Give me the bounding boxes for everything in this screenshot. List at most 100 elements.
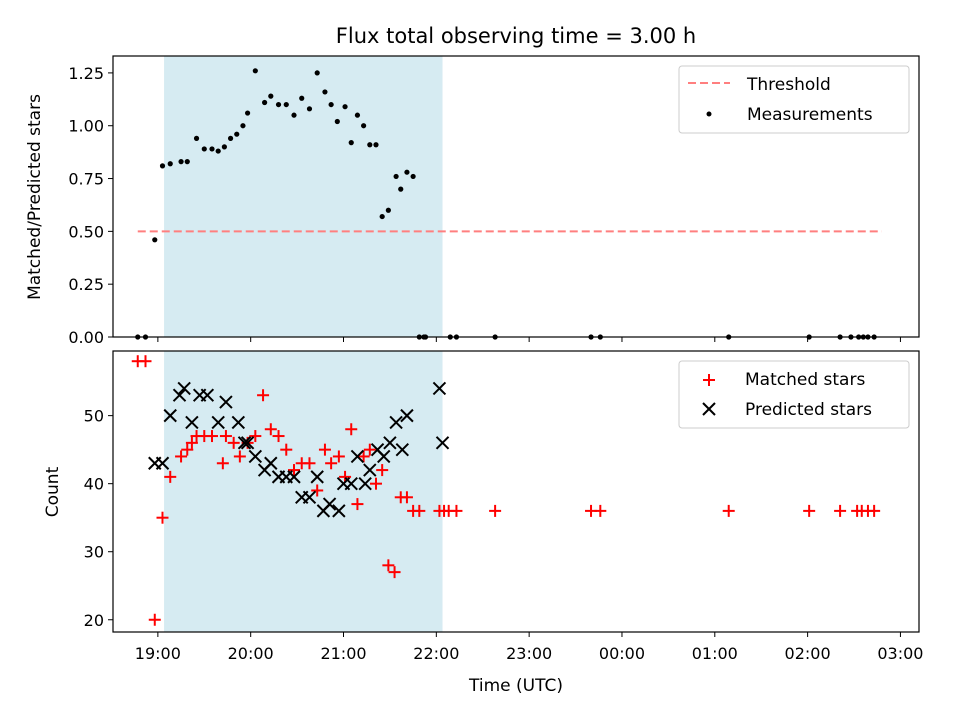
measurement-point <box>404 169 410 175</box>
matched-star-point <box>148 613 161 626</box>
predicted-star-point <box>211 415 225 430</box>
predicted-star-point <box>264 456 278 470</box>
predicted-star-point <box>237 436 252 450</box>
matched-star-point <box>185 436 198 449</box>
ratio-plot-frame <box>112 55 920 338</box>
measurement-point <box>354 112 361 118</box>
measurement-point <box>322 89 328 95</box>
ratio-legend: Threshold Measurements <box>678 65 910 134</box>
matched-star-point <box>722 504 735 517</box>
x-tick-label: 19:00 <box>135 644 181 663</box>
matched-star-point <box>264 423 277 436</box>
count-legend: Matched stars Predicted stars <box>678 360 910 429</box>
matched-star-point <box>363 443 376 456</box>
measurement-point <box>244 110 251 116</box>
measurement-point <box>283 101 289 108</box>
x-tick-label: 02:00 <box>785 644 831 663</box>
matched-star-point <box>233 450 246 463</box>
matched-star-point <box>345 423 358 436</box>
measurement-point <box>234 131 240 137</box>
count-marks <box>131 355 881 626</box>
predicted-star-point <box>400 408 414 423</box>
predicted-star-point <box>332 504 346 518</box>
matched-star-point <box>164 470 177 483</box>
measurements-legend-swatch <box>706 111 712 117</box>
matched-star-point <box>318 443 331 456</box>
matched-star-point <box>206 430 219 443</box>
ratio-y-axis-label: Matched/Predicted stars <box>25 94 45 300</box>
matched-star-point <box>249 430 262 443</box>
predicted-star-point <box>200 388 215 402</box>
measurement-point <box>262 99 268 106</box>
matched-star-point <box>216 457 229 470</box>
matched-star-point <box>357 450 370 463</box>
measurement-point <box>240 123 246 129</box>
y-tick-label: 20 <box>84 611 104 630</box>
matched-star-point <box>594 504 607 517</box>
matched-star-point <box>311 484 324 497</box>
matched-star-point <box>139 355 152 368</box>
count-x-axis: 19:00 20:00 21:00 22:00 23:00 00:00 01:00 02:00… <box>135 632 923 663</box>
ratio-x-axis <box>157 337 901 342</box>
predicted-star-point <box>177 381 191 396</box>
matched-star-point <box>272 430 285 443</box>
predicted-legend-label: Predicted stars <box>745 400 872 420</box>
y-tick-label: 0.50 <box>68 222 104 241</box>
measurement-point <box>252 68 258 74</box>
matched-star-point <box>388 566 401 579</box>
predicted-star-point <box>322 497 337 511</box>
x-tick-label: 00:00 <box>599 644 645 663</box>
measurement-point <box>159 163 166 169</box>
x-tick-label: 03:00 <box>877 644 923 663</box>
measurement-point <box>275 101 282 108</box>
measurement-point <box>314 70 320 76</box>
measurement-point <box>385 207 391 213</box>
x-tick-label: 22:00 <box>413 644 459 663</box>
y-tick-label: 0.00 <box>68 328 104 347</box>
measurement-point <box>410 173 416 180</box>
matched-star-point <box>332 450 345 463</box>
predicted-legend-swatch <box>702 402 716 416</box>
measurement-point <box>215 148 221 154</box>
measurement-point <box>328 101 334 108</box>
measurement-point <box>167 161 173 167</box>
ratio-legend-box <box>678 65 910 134</box>
x-axis-label: Time (UTC) <box>468 676 563 696</box>
count-y-axis-label: Count <box>43 466 63 517</box>
measurements-legend-label: Measurements <box>747 105 873 125</box>
matched-star-point <box>181 443 194 456</box>
predicted-star-point <box>389 415 403 430</box>
matched-legend-swatch <box>703 374 715 386</box>
y-tick-label: 0.75 <box>68 170 104 189</box>
count-plot-frame <box>112 350 920 633</box>
matched-star-point <box>834 504 847 517</box>
matched-star-point <box>413 504 426 517</box>
x-tick-label: 21:00 <box>320 644 366 663</box>
measurement-point <box>306 106 313 112</box>
y-tick-label: 50 <box>84 407 104 426</box>
x-tick-label: 23:00 <box>506 644 552 663</box>
predicted-star-point <box>358 476 372 491</box>
predicted-star-point <box>155 456 170 470</box>
measurement-point <box>268 93 274 99</box>
matched-star-point <box>219 430 232 443</box>
measurement-point <box>209 146 215 152</box>
predicted-star-point <box>302 490 317 504</box>
predicted-star-point <box>185 415 199 430</box>
ratio-panel: 0.00 0.25 0.50 0.75 1.00 1.25 Matched/Predict… <box>25 55 920 347</box>
predicted-star-point <box>240 436 255 450</box>
matched-star-point <box>227 436 240 449</box>
matched-legend-label: Matched stars <box>745 370 865 390</box>
predicted-star-point <box>172 388 187 402</box>
measurement-point <box>334 118 340 125</box>
x-tick-label: 20:00 <box>228 644 274 663</box>
measurement-point <box>361 123 367 129</box>
matched-star-point <box>288 464 301 477</box>
count-y-axis: 20 30 40 50 <box>84 407 113 630</box>
matched-star-point <box>325 457 338 470</box>
matched-star-point <box>450 504 463 517</box>
threshold-legend-label: Threshold <box>746 75 831 95</box>
measurement-point <box>398 186 404 192</box>
predicted-star-point <box>435 436 450 450</box>
